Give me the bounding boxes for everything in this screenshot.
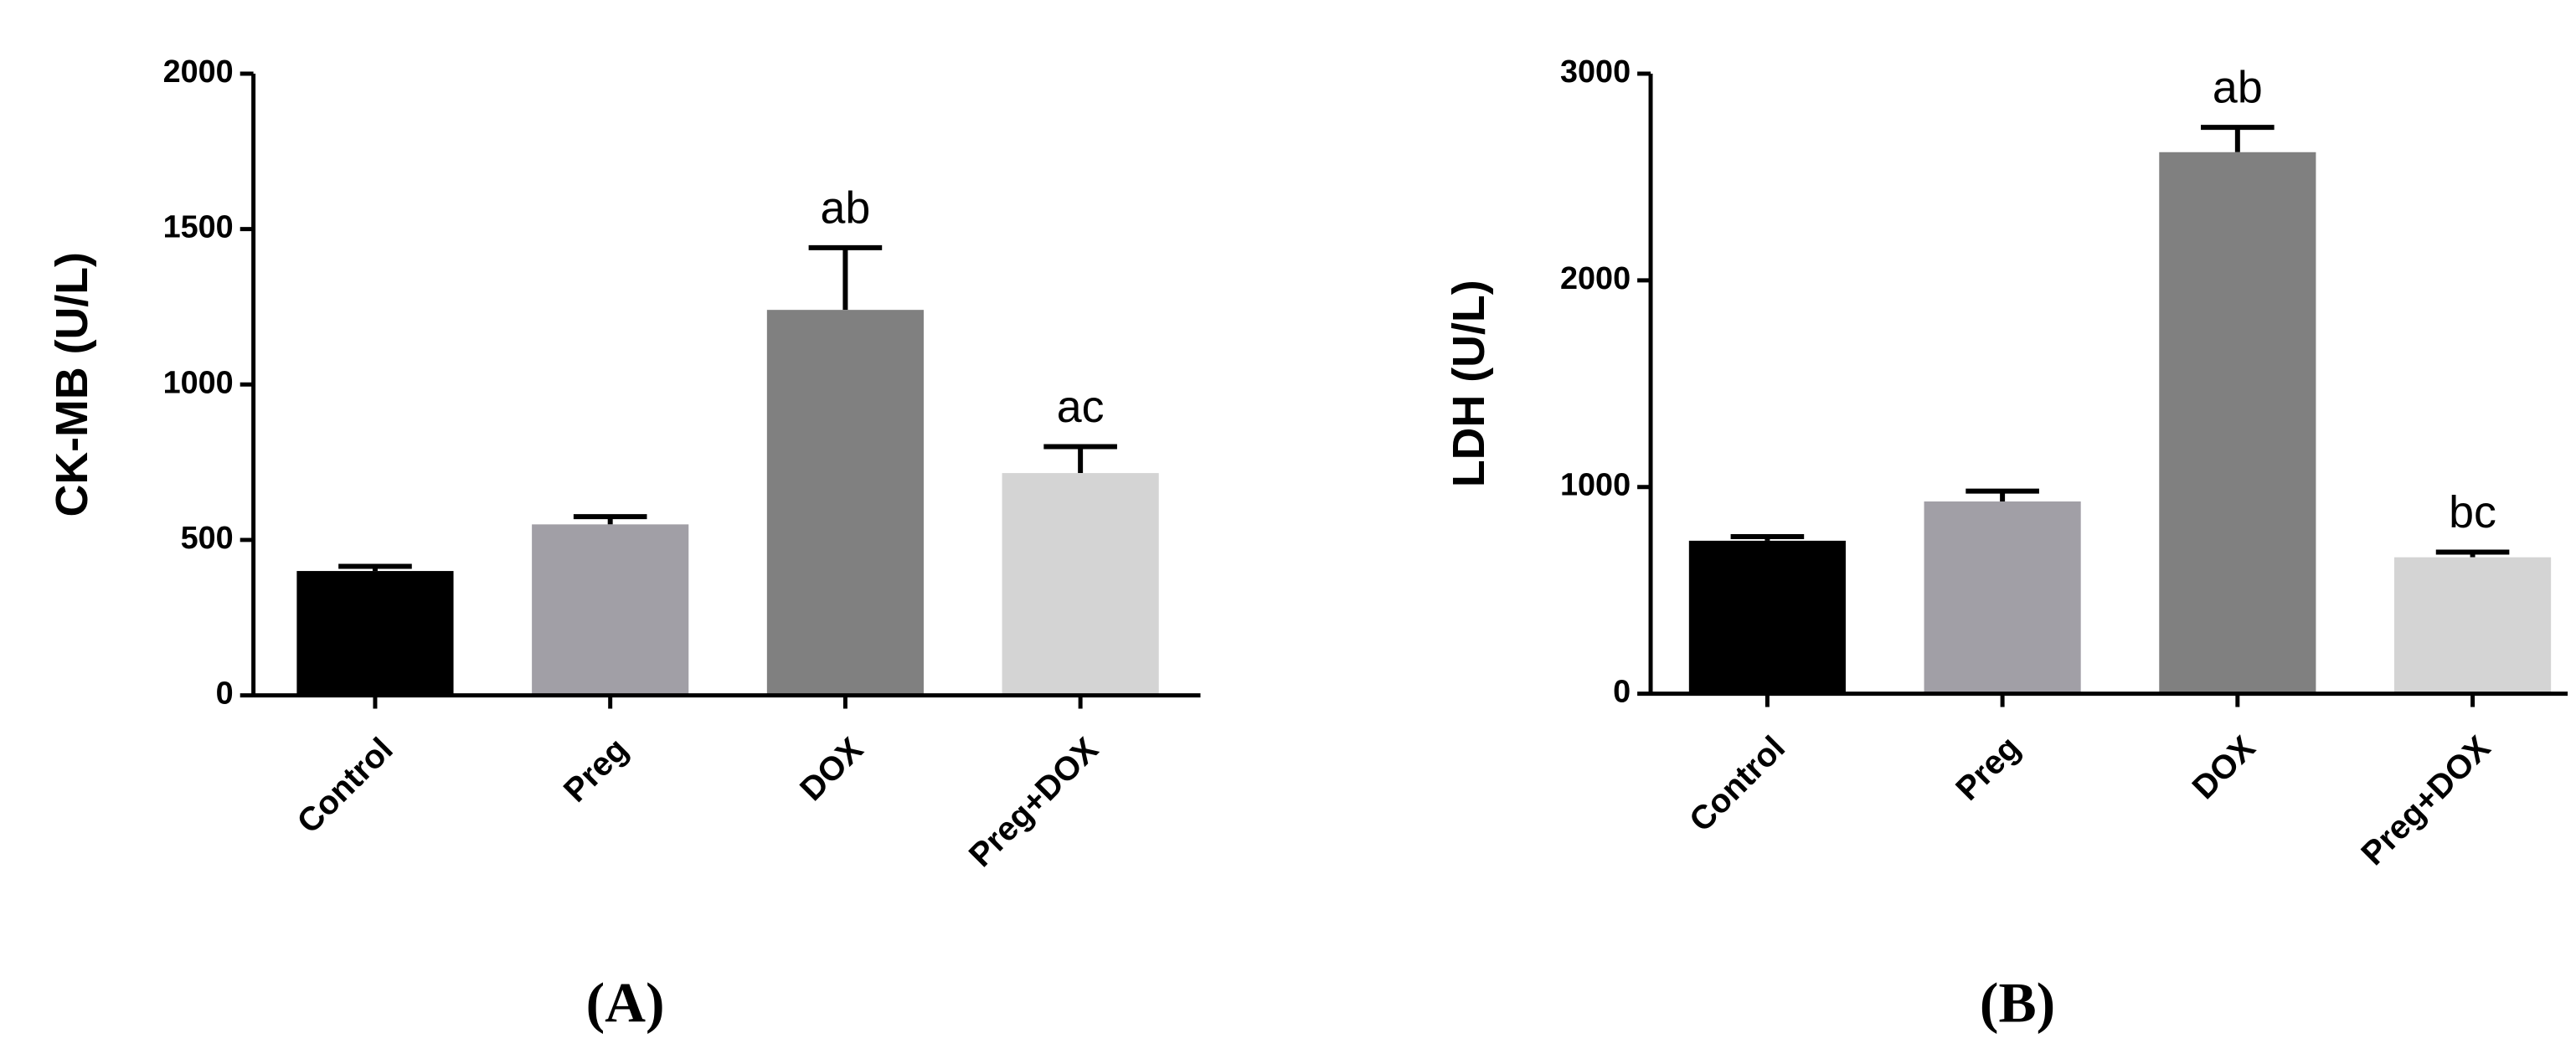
y-tick-label: 2000: [163, 54, 234, 90]
x-tick-label: DOX: [2185, 729, 2262, 806]
x-tick-label: Preg+DOX: [2354, 729, 2497, 872]
x-tick-label: DOX: [793, 731, 870, 808]
y-tick-label: 2000: [1560, 261, 1631, 296]
significance-label: ab: [821, 183, 871, 233]
x-tick-label: Preg: [557, 731, 636, 810]
y-tick-label: 0: [1613, 675, 1631, 710]
significance-label: bc: [2449, 487, 2496, 537]
x-tick-label: Preg+DOX: [962, 731, 1105, 874]
y-tick-label: 500: [181, 521, 234, 556]
x-tick-label: Control: [291, 731, 400, 841]
x-tick-label: Preg: [1949, 729, 2027, 808]
bar: [2159, 152, 2316, 694]
bar: [766, 310, 924, 696]
y-tick-label: 1500: [163, 210, 234, 245]
panel-label: (B): [1980, 971, 2055, 1034]
bar: [296, 571, 454, 696]
bar: [532, 524, 689, 696]
y-tick-label: 1000: [1560, 468, 1631, 503]
y-tick-label: 1000: [163, 365, 234, 400]
y-tick-label: 0: [216, 676, 234, 712]
bar: [2393, 557, 2552, 694]
panel-label: (A): [586, 971, 665, 1034]
x-tick-label: Control: [1682, 729, 1792, 839]
y-tick-label: 3000: [1560, 54, 1631, 90]
bar: [1002, 473, 1159, 696]
y-axis-label: LDH (U/L): [1444, 280, 1494, 487]
significance-label: ab: [2213, 63, 2263, 113]
significance-label: ac: [1057, 382, 1105, 432]
y-axis-label: CK-MB (U/L): [47, 252, 97, 517]
bar: [1924, 501, 2081, 694]
bar: [1688, 540, 1846, 694]
